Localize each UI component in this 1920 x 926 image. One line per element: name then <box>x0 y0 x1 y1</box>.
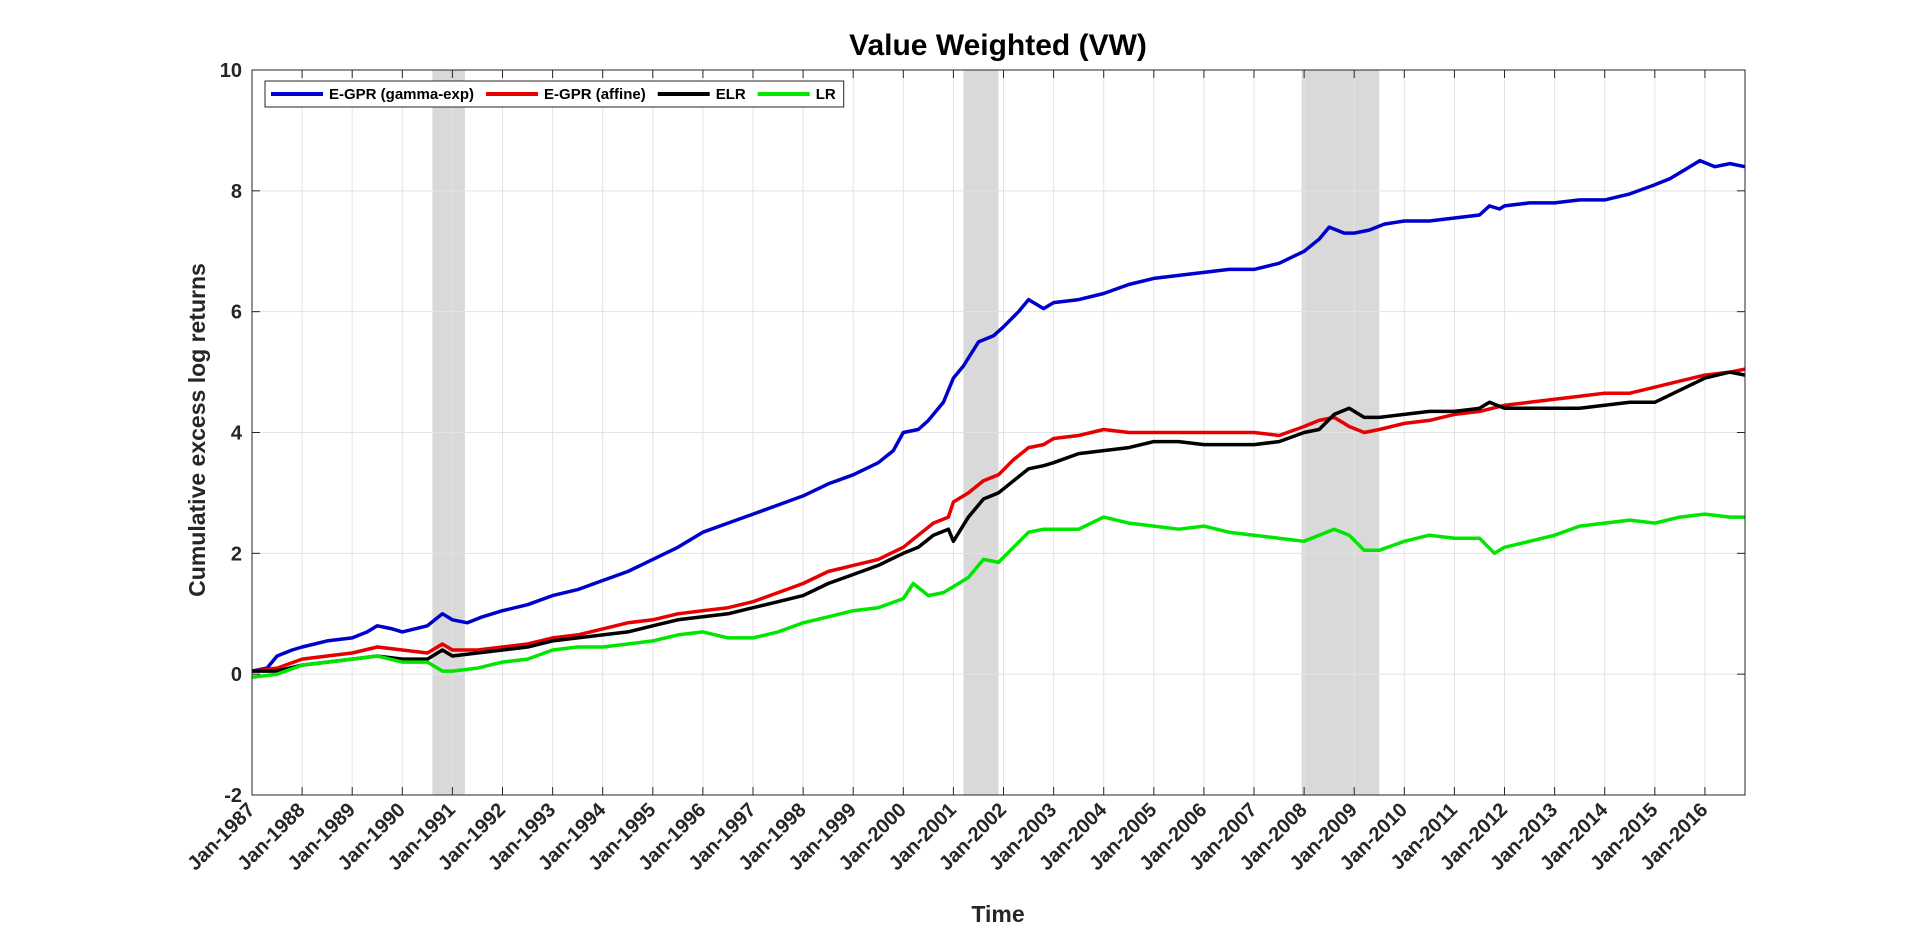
legend-box <box>264 80 845 108</box>
series-line-elr <box>252 370 1746 673</box>
y-tick-label-4: 6 <box>231 302 242 324</box>
series-line-e-gpr-gamma-exp <box>251 158 1746 673</box>
legend-label-elr: ELR <box>716 86 746 103</box>
series-line-lr <box>251 512 1745 679</box>
legend-label-lr: LR <box>816 86 836 103</box>
grid-lines <box>251 69 1745 796</box>
y-tick-label-5: 8 <box>231 181 242 203</box>
y-tick-label-1: 0 <box>231 664 242 686</box>
y-tick-label-2: 2 <box>231 543 242 565</box>
y-axis-label: Cumulative excess log returns <box>184 263 210 597</box>
legend-label-e-gpr-gamma-exp: E-GPR (gamma-exp) <box>329 86 474 103</box>
series-line-e-gpr-affine <box>251 367 1746 673</box>
legend-label-e-gpr-affine: E-GPR (affine) <box>544 86 646 103</box>
chart-title: Value Weighted (VW) <box>849 29 1147 62</box>
x-axis-label: Time <box>971 901 1024 926</box>
y-tick-label-6: 10 <box>220 60 242 82</box>
series-lines <box>251 158 1746 679</box>
legend: E-GPR (gamma-exp) E-GPR (affine) ELR LR <box>264 80 845 108</box>
y-tick-labels: -2 0 2 4 6 8 10 <box>220 60 243 807</box>
axes <box>251 69 1746 796</box>
y-tick-label-0: -2 <box>224 785 242 807</box>
y-tick-label-3: 4 <box>231 423 243 445</box>
